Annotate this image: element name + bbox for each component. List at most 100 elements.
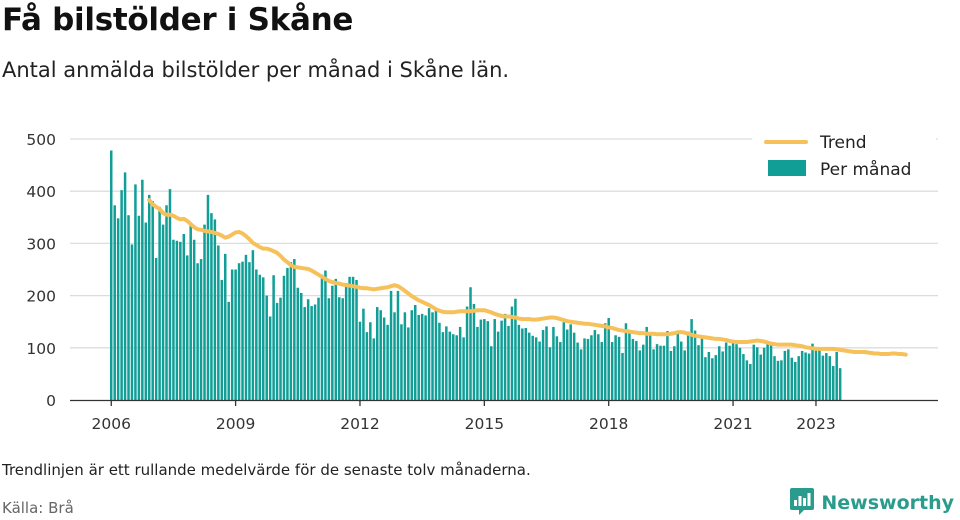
month-bar [773,356,776,400]
month-bar [648,332,652,400]
month-bar [417,314,420,400]
legend-trend-label: Trend [819,133,867,153]
month-bar [825,353,828,400]
month-bar [424,315,427,400]
month-bar [407,327,410,400]
month-bar [286,267,289,400]
month-bar [445,326,448,400]
y-tick-label: 0 [46,392,56,410]
month-bar [717,346,721,400]
y-tick-label: 300 [26,235,56,253]
month-bar [590,335,593,400]
month-bar [348,276,351,400]
month-bar [213,219,217,400]
month-bar [617,336,621,400]
month-bar [562,322,566,400]
month-bar [742,354,745,400]
month-bar [365,332,369,400]
month-bar [621,353,624,400]
month-bar [420,313,424,400]
month-bar [465,306,469,400]
month-bar [800,350,804,400]
month-bar [134,184,137,400]
month-bar [714,355,718,400]
legend-bars-swatch [768,160,806,176]
month-bar [144,222,148,400]
month-bar [306,299,310,400]
month-bar [679,341,683,400]
month-bar [769,345,773,400]
month-bar [413,304,417,400]
month-bar [268,316,272,400]
month-bar [545,326,548,400]
month-bar [831,366,835,400]
chart-subtitle: Antal anmälda bilstölder per månad i Skå… [2,58,510,82]
month-bar [469,287,472,400]
month-bar [693,330,697,400]
month-bar [603,323,607,400]
month-bar [123,172,127,400]
month-bar [355,279,358,400]
month-bar [223,253,227,400]
month-bar [821,355,825,400]
month-bar [607,318,610,400]
month-bar [310,306,313,400]
month-bar [641,344,645,400]
month-bar [700,337,704,400]
month-bar [534,337,538,400]
month-bar [624,323,628,400]
month-bar [154,258,158,400]
month-bar [185,255,189,400]
month-bar [755,347,759,400]
month-bar [814,349,818,400]
month-bar [331,285,334,400]
month-bar [811,343,814,400]
month-bar [514,298,517,400]
month-bar [752,344,756,400]
x-tick-label: 2012 [340,415,379,433]
month-bar [351,276,355,400]
month-bar [780,360,783,400]
month-bar [113,205,116,400]
month-bar [586,338,590,400]
month-bar [707,351,711,400]
month-bar [731,339,735,400]
month-bar [220,279,224,400]
month-bar [244,254,248,400]
month-bar [379,310,382,400]
month-bar [261,277,265,400]
month-bar [427,308,431,400]
brand-logo[interactable]: Newsworthy [789,488,954,518]
month-bar [161,224,165,400]
month-bar [593,330,597,400]
month-bar [818,347,821,400]
month-bar [431,312,434,400]
month-bar [210,213,213,400]
y-tick-label: 200 [26,288,56,306]
month-bar [151,201,154,400]
month-bar [137,215,141,400]
month-bar [635,341,638,400]
month-bar [120,190,123,400]
month-bar [496,331,500,400]
month-bar [838,368,842,400]
month-bar [441,332,445,400]
month-bar [479,319,483,400]
month-bar [189,225,192,400]
month-bar [507,325,510,400]
month-bar [313,304,317,400]
x-axis-ticks: 2006 2009 2012 2015 2018 2021 2023 [92,400,836,433]
month-bar [192,239,196,400]
month-bar [724,342,728,400]
month-bar [676,333,680,400]
month-bar [738,347,742,400]
month-bar [179,241,182,400]
month-bar [168,189,172,400]
month-bar [289,262,293,400]
x-tick-label: 2018 [589,415,628,433]
month-bar [673,346,676,400]
month-bar [659,345,662,400]
month-bar [541,330,545,400]
monthly-bars [110,150,842,400]
month-bar [728,345,731,400]
